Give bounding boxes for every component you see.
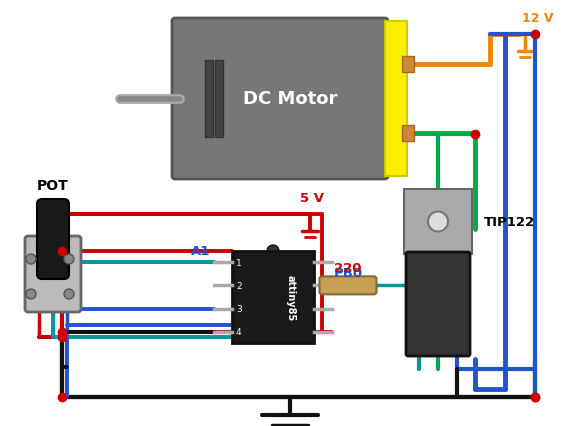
Text: 220: 220 — [334, 261, 362, 274]
Text: 5 V: 5 V — [300, 192, 324, 204]
Wedge shape — [267, 245, 279, 251]
Bar — [232, 251, 314, 343]
FancyBboxPatch shape — [172, 19, 388, 180]
Text: 1: 1 — [236, 258, 242, 267]
FancyBboxPatch shape — [25, 236, 81, 312]
Circle shape — [64, 254, 74, 265]
Text: POT: POT — [37, 178, 69, 193]
Text: PB0: PB0 — [334, 267, 363, 280]
Circle shape — [26, 289, 36, 299]
Circle shape — [64, 289, 74, 299]
Bar — [402, 125, 414, 141]
FancyBboxPatch shape — [319, 277, 377, 295]
Bar — [404, 190, 472, 254]
Text: 3: 3 — [236, 305, 242, 314]
FancyBboxPatch shape — [406, 253, 470, 356]
Text: DC Motor: DC Motor — [243, 90, 338, 108]
FancyBboxPatch shape — [37, 199, 69, 279]
Text: TIP122: TIP122 — [484, 216, 535, 228]
Bar — [205, 60, 213, 138]
Text: 4: 4 — [236, 328, 242, 337]
Bar — [402, 57, 414, 73]
Circle shape — [428, 212, 448, 232]
Text: 2: 2 — [236, 281, 242, 290]
Bar — [385, 22, 407, 177]
Text: 12 V: 12 V — [522, 12, 553, 24]
Text: attiny85: attiny85 — [286, 274, 296, 320]
Circle shape — [26, 254, 36, 265]
Bar — [215, 60, 223, 138]
Text: A1: A1 — [191, 245, 210, 257]
